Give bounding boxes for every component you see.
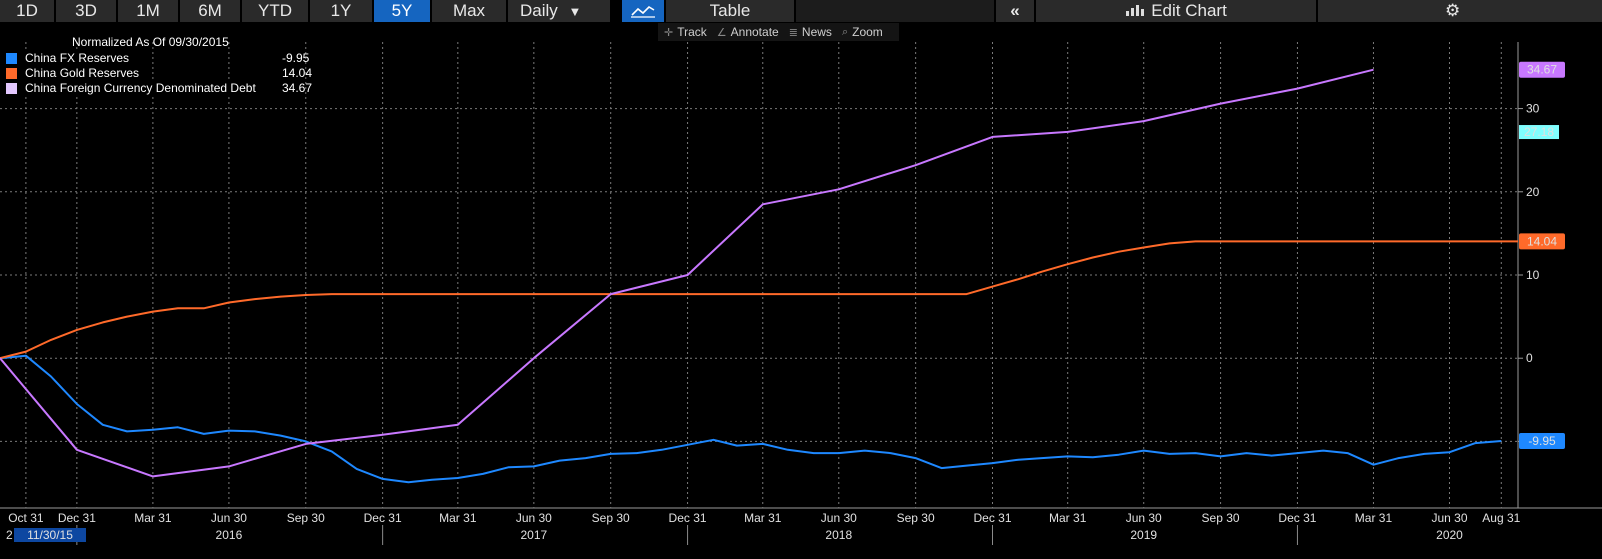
series-last-value-arrow	[1519, 63, 1525, 76]
cursor-date-box	[14, 528, 86, 542]
extra-axis-value-tag	[1519, 125, 1559, 140]
series-last-value-arrow	[1519, 435, 1525, 448]
x-tick-label: Mar 31	[1355, 511, 1393, 525]
x-tick-label: Jun 30	[821, 511, 857, 525]
x-tick-label: Sep 30	[1202, 511, 1240, 525]
range-6m-button[interactable]: 6M	[180, 0, 242, 22]
cursor-date-label: 11/30/15	[27, 528, 73, 542]
x-tick-label: Mar 31	[134, 511, 172, 525]
zoom-label: Zoom	[852, 25, 883, 39]
track-tool[interactable]: ✛ Track	[664, 25, 707, 39]
track-label: Track	[677, 25, 707, 39]
line-chart-button[interactable]	[622, 0, 666, 22]
x-tick-label: Jun 30	[1431, 511, 1467, 525]
toolbar-gap	[612, 0, 622, 22]
series-last-value-tag	[1519, 433, 1565, 450]
legend-name: China Foreign Currency Denominated Debt	[23, 81, 258, 96]
x-tick-label: Oct 31	[8, 511, 44, 525]
year-band	[0, 525, 1602, 559]
crosshair-icon: ✛	[664, 26, 674, 39]
series-last-value-label: -9.95	[1528, 434, 1556, 448]
series-last-value-arrow	[1519, 235, 1525, 248]
table-button[interactable]: Table	[666, 0, 796, 22]
range-1d-button[interactable]: 1D	[0, 0, 56, 22]
news-tool[interactable]: ≣ News	[789, 25, 832, 39]
frequency-dropdown[interactable]: Daily ▼	[508, 0, 612, 22]
year-label: 2018	[825, 528, 852, 542]
x-tick-label: Sep 30	[897, 511, 935, 525]
legend-swatch	[6, 68, 17, 79]
series-last-value-tag	[1519, 233, 1565, 250]
year-label: 2017	[520, 528, 547, 542]
range-ytd-button[interactable]: YTD	[242, 0, 310, 22]
range-5y-button[interactable]: 5Y	[374, 0, 432, 22]
news-label: News	[801, 25, 832, 39]
x-tick-label: Sep 30	[592, 511, 630, 525]
x-tick-label: Dec 31	[364, 511, 402, 525]
range-max-button[interactable]: Max	[432, 0, 508, 22]
gear-icon: ⚙	[1445, 1, 1461, 20]
legend-value: -9.95	[282, 51, 310, 65]
x-tick-label: Dec 31	[973, 511, 1011, 525]
chevron-down-icon: ▼	[568, 4, 582, 19]
annotate-tool[interactable]: ∠ Annotate	[717, 25, 779, 39]
series-line-1[interactable]	[0, 240, 1518, 360]
news-icon: ≣	[788, 26, 798, 39]
series-line-2[interactable]	[0, 68, 1374, 478]
settings-button[interactable]: ⚙	[1318, 0, 1602, 22]
year-label: 2019	[1130, 528, 1157, 542]
magnifier-icon: ⌕	[841, 25, 849, 38]
collapse-button[interactable]: «	[996, 0, 1036, 22]
x-tick-label: Jun 30	[211, 511, 247, 525]
range-1m-button[interactable]: 1M	[118, 0, 180, 22]
bar-chart-icon	[1126, 5, 1145, 16]
cursor-date-prefix: 2	[6, 528, 13, 542]
legend-swatch	[6, 83, 17, 94]
y-tick-label: 30	[1526, 102, 1540, 116]
series-last-value-label: 34.67	[1527, 63, 1557, 77]
x-tick-label: Dec 31	[669, 511, 707, 525]
pencil-icon: ∠	[716, 26, 727, 39]
legend-name: China Gold Reserves	[23, 66, 142, 81]
range-3d-button[interactable]: 3D	[56, 0, 118, 22]
zoom-tool[interactable]: ⌕ Zoom	[842, 25, 883, 39]
edit-chart-button[interactable]: Edit Chart	[1036, 0, 1318, 22]
chart-subtools: ✛ Track ∠ Annotate ≣ News ⌕ Zoom	[658, 23, 899, 41]
legend-value: 14.04	[282, 66, 313, 80]
line-chart-icon	[631, 5, 655, 18]
normalized-label: Normalized As Of 09/30/2015	[72, 35, 229, 49]
toolbar-spacer	[796, 0, 996, 22]
y-tick-label: 20	[1526, 185, 1540, 199]
x-tick-label: Jun 30	[516, 511, 552, 525]
annotate-label: Annotate	[730, 25, 779, 39]
x-tick-label: Dec 31	[58, 511, 96, 525]
x-tick-label: Mar 31	[744, 511, 782, 525]
y-tick-label: 0	[1526, 351, 1533, 365]
series-last-value-tag	[1519, 61, 1565, 78]
x-tick-label: Mar 31	[1049, 511, 1087, 525]
x-tick-label: Jun 30	[1126, 511, 1162, 525]
year-label: 2016	[216, 528, 243, 542]
series-line-0[interactable]	[0, 354, 1502, 484]
frequency-label: Daily	[520, 1, 558, 20]
x-tick-label: Sep 30	[287, 511, 325, 525]
legend-value: 34.67	[282, 81, 313, 95]
x-tick-label: Dec 31	[1278, 511, 1316, 525]
y-tick-label: 10	[1526, 268, 1540, 282]
x-tick-label: Aug 31	[1482, 511, 1520, 525]
range-1y-button[interactable]: 1Y	[310, 0, 374, 22]
x-tick-label: Mar 31	[439, 511, 477, 525]
edit-chart-label: Edit Chart	[1151, 1, 1227, 20]
legend-name: China FX Reserves	[23, 51, 132, 66]
year-label: 2020	[1436, 528, 1463, 542]
chart-toolbar: 1D 3D 1M 6M YTD 1Y 5Y Max Daily ▼ Table …	[0, 0, 1602, 22]
series-last-value-label: 14.04	[1527, 234, 1557, 248]
extra-axis-value-label: 27.18	[1524, 125, 1554, 139]
legend-swatch	[6, 53, 17, 64]
